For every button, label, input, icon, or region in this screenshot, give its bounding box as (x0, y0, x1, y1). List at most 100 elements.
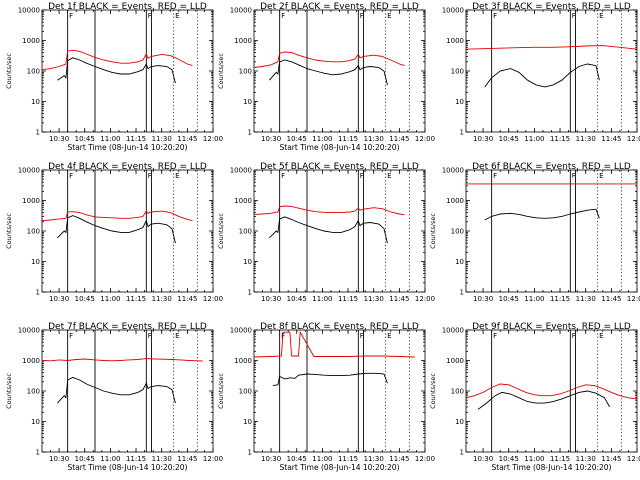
panel-det-1: Det 1f BLACK = Events, RED = LLD 1 10 100 10… (5, 2, 223, 152)
series-line-lld (41, 210, 193, 222)
x-tick-label: 11:30 (576, 135, 596, 143)
x-tick-label: 10:45 (287, 135, 307, 143)
x-tick-label: 10:45 (75, 295, 95, 303)
panel-det-7: Det 7f BLACK = Events, RED = LLD 1 10 100 10… (5, 322, 223, 472)
y-axis-label: Counts/sec (429, 213, 437, 249)
y-tick-label: 10000 (230, 327, 252, 335)
series-line-events (484, 63, 600, 88)
panel-title: Det 5f BLACK = Events, RED = LLD (260, 162, 419, 172)
x-tick-label: 11:15 (550, 455, 570, 463)
x-tick-label: 10:30 (49, 295, 69, 303)
x-tick-label: 11:00 (312, 455, 332, 463)
y-tick-label: 100 (239, 228, 252, 236)
x-tick-label: 10:45 (75, 455, 95, 463)
y-tick-label: 1 (460, 289, 464, 297)
y-tick-label: 10 (455, 418, 464, 426)
panel-det-2: Det 2f BLACK = Events, RED = LLD 1 10 100 10… (217, 2, 435, 152)
panel-title: Det 1f BLACK = Events, RED = LLD (48, 2, 207, 12)
x-tick-label: 12:00 (627, 295, 640, 303)
y-tick-label: 10000 (18, 327, 40, 335)
x-tick-label: 11:00 (312, 135, 332, 143)
event-marker-label: E (175, 332, 179, 340)
x-tick-label: 10:45 (287, 295, 307, 303)
event-marker-label: F (493, 12, 497, 20)
y-tick-label: 10 (31, 418, 40, 426)
panel-title: Det 2f BLACK = Events, RED = LLD (260, 2, 419, 12)
event-marker-label: F (360, 12, 364, 20)
event-marker-label: F (572, 332, 576, 340)
series-line-lld (41, 358, 203, 362)
y-axis-label: Counts/sec (217, 53, 225, 89)
x-tick-label: 12:00 (415, 295, 435, 303)
y-tick-label: 100 (451, 388, 464, 396)
series-line-lld (253, 205, 405, 216)
y-tick-label: 1000 (446, 357, 464, 365)
y-tick-label: 10000 (18, 167, 40, 175)
y-tick-label: 10000 (18, 7, 40, 15)
y-tick-label: 1000 (22, 37, 40, 45)
x-tick-label: 11:45 (601, 135, 621, 143)
x-tick-label: 11:30 (364, 135, 384, 143)
panel-title: Det 8f BLACK = Events, RED = LLD (260, 322, 419, 332)
y-tick-label: 10 (31, 98, 40, 106)
x-tick-label: 11:30 (152, 455, 172, 463)
series-line-events (57, 376, 176, 404)
x-tick-label: 10:30 (473, 295, 493, 303)
x-tick-label: 10:45 (499, 455, 519, 463)
y-tick-label: 10 (243, 258, 252, 266)
y-tick-label: 1000 (234, 197, 252, 205)
x-axis-label: Start Time (08-Jun-14 10:20:20) (492, 463, 612, 472)
y-tick-label: 10 (455, 98, 464, 106)
x-axis-label: Start Time (08-Jun-14 10:20:20) (68, 143, 188, 152)
x-tick-label: 11:00 (524, 455, 544, 463)
x-tick-label: 10:45 (499, 295, 519, 303)
series-line-events (57, 215, 176, 244)
panel-title: Det 4f BLACK = Events, RED = LLD (48, 162, 207, 172)
event-marker-label: F (572, 12, 576, 20)
event-marker-label: E (175, 12, 179, 20)
event-marker-label: F (148, 332, 152, 340)
y-tick-label: 10000 (230, 167, 252, 175)
y-tick-label: 10000 (442, 167, 464, 175)
y-tick-label: 1 (248, 129, 252, 137)
series-line-events (484, 208, 600, 221)
event-marker-label: F (69, 172, 73, 180)
y-tick-label: 10 (455, 258, 464, 266)
x-tick-label: 10:30 (473, 455, 493, 463)
x-tick-label: 11:45 (389, 455, 409, 463)
y-tick-label: 1000 (22, 197, 40, 205)
series-line-events (57, 57, 176, 84)
event-marker-label: E (175, 172, 179, 180)
x-tick-label: 11:45 (177, 295, 197, 303)
x-tick-label: 11:00 (524, 295, 544, 303)
y-tick-label: 100 (27, 228, 40, 236)
y-tick-label: 10000 (230, 7, 252, 15)
x-tick-label: 10:30 (49, 135, 69, 143)
x-axis-label: Start Time (08-Jun-14 10:20:20) (280, 463, 400, 472)
panel-title: Det 3f BLACK = Events, RED = LLD (472, 2, 631, 12)
x-tick-label: 10:45 (75, 135, 95, 143)
series-line-lld (253, 51, 405, 68)
x-tick-label: 10:30 (261, 135, 281, 143)
y-axis-label: Counts/sec (5, 213, 13, 249)
y-tick-label: 1 (36, 129, 40, 137)
event-marker-label: F (493, 172, 497, 180)
y-axis-label: Counts/sec (5, 53, 13, 89)
x-axis-label: Start Time (08-Jun-14 10:20:20) (280, 143, 400, 152)
x-tick-label: 11:15 (126, 295, 146, 303)
series-line-lld (465, 45, 638, 50)
y-tick-label: 1 (248, 449, 252, 457)
x-tick-label: 11:30 (576, 295, 596, 303)
x-tick-label: 11:15 (550, 295, 570, 303)
x-tick-label: 10:30 (49, 455, 69, 463)
x-tick-label: 11:15 (338, 455, 358, 463)
y-axis-label: Counts/sec (429, 373, 437, 409)
panel-det-4: Det 4f BLACK = Events, RED = LLD 1 10 100 10… (5, 162, 223, 303)
y-tick-label: 100 (239, 388, 252, 396)
event-marker-label: F (493, 332, 497, 340)
x-axis-label: Start Time (08-Jun-14 10:20:20) (68, 463, 188, 472)
y-tick-label: 100 (451, 68, 464, 76)
x-tick-label: 10:45 (499, 135, 519, 143)
x-tick-label: 11:00 (100, 295, 120, 303)
